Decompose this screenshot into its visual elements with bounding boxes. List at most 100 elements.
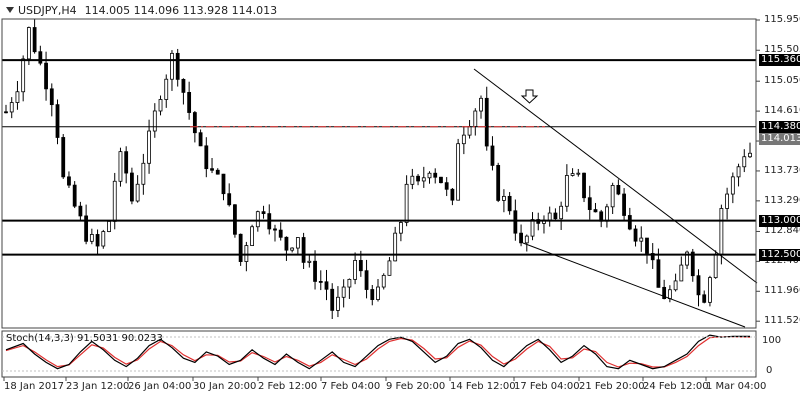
candle-up [353,260,358,280]
candle-down [433,172,438,178]
candle-up [255,211,260,228]
candle-up [547,212,552,221]
candle-down [490,145,495,166]
y-tick-label: 115.505 [764,44,800,56]
y-tick-label: 114.610 [764,105,800,117]
candle-up [742,156,747,168]
candle-down [593,209,598,213]
osc-scale-top: 100 [762,335,782,346]
candle-down [221,173,226,195]
candle-up [250,226,254,246]
level-label-113.000: 113.000 [759,214,800,227]
candle-up [524,235,529,244]
candle-up [381,274,386,288]
candle-up [141,162,146,185]
candle-up [673,280,678,291]
ohlc-readout: 114.005 114.096 113.928 114.013 [84,3,278,17]
candle-down [44,62,48,90]
stochastic-oscillator [5,334,751,370]
candle-up [290,247,295,251]
candle-up [135,183,140,202]
x-tick-label: 7 Feb 04:00 [321,381,381,392]
candle-up [736,166,741,178]
level-label-114.380: 114.380 [759,120,800,133]
candle-down [49,88,54,106]
candle-up [530,219,535,237]
dropdown-arrow-icon[interactable] [6,7,14,13]
candle-up [473,110,478,127]
candle-down [330,288,335,311]
osc-plot-border [1,330,757,378]
candle-down [444,182,449,190]
horizontal-levels[interactable] [2,59,756,256]
y-tick-label: 113.290 [764,194,800,206]
candle-up [9,102,14,113]
candle-down [84,215,89,242]
current-price-label: 114.013 [759,133,800,145]
oscillator-label: Stoch(14,3,3) 91.5031 90.0233 [6,333,163,344]
candle-down [38,51,43,64]
price-plot-border [1,18,757,329]
candle-up [502,195,506,201]
candle-down [439,176,443,184]
candle-down [313,260,317,282]
y-tick-label: 113.730 [764,164,800,176]
candle-up [118,151,123,182]
candle-down [616,184,621,195]
candle-down [364,270,369,290]
candle-up [307,260,312,263]
candle-down [645,237,649,254]
candle-up [21,58,26,93]
candle-up [708,277,712,303]
candle-up [376,286,380,300]
x-tick-label: 1 Mar 04:00 [706,381,767,392]
candle-down [450,188,455,201]
x-tick-label: 21 Feb 20:00 [579,381,645,392]
candle-down [507,195,512,212]
candle-down [696,275,701,296]
candle-up [559,205,564,220]
trendlines[interactable] [473,68,758,328]
candle-down [318,281,323,283]
upper-trendline [473,68,758,284]
candle-up [639,237,644,242]
candle-down [261,211,266,215]
candle-up [679,264,684,282]
candle-down [690,251,695,277]
candle-down [61,137,66,178]
candle-up [89,234,94,242]
candle-up [467,126,472,136]
candle-down [187,91,192,113]
candle-down [124,151,129,174]
candle-down [301,237,306,263]
y-tick-label: 111.960 [764,285,800,297]
candle-up [605,206,609,222]
candle-up [147,130,151,164]
x-tick-label: 17 Feb 04:00 [514,381,580,392]
candle-up [610,184,615,208]
candle-down [210,168,214,171]
candle-down [627,215,632,230]
candle-down [496,164,501,201]
chart-frame [1,18,760,381]
candle-up [685,251,689,266]
candle-down [519,232,523,244]
candle-down [582,172,586,199]
chart-header: USDJPY,H4 114.005 114.096 113.928 114.01… [0,0,277,20]
x-tick-label: 18 Jan 2017 [4,381,64,392]
candle-up [725,193,730,209]
x-tick-label: 14 Feb 12:00 [450,381,516,392]
x-tick-label: 9 Feb 20:00 [386,381,446,392]
y-tick-label: 115.950 [764,14,800,25]
candle-down [278,229,283,238]
candle-down [181,78,186,93]
candle-up [713,253,718,279]
candle-down [215,169,220,175]
candle-up [576,172,581,175]
candle-up [456,143,461,201]
candle-down [4,111,8,114]
candle-up [26,27,31,60]
candle-down [238,233,243,262]
candle-down [284,236,289,251]
